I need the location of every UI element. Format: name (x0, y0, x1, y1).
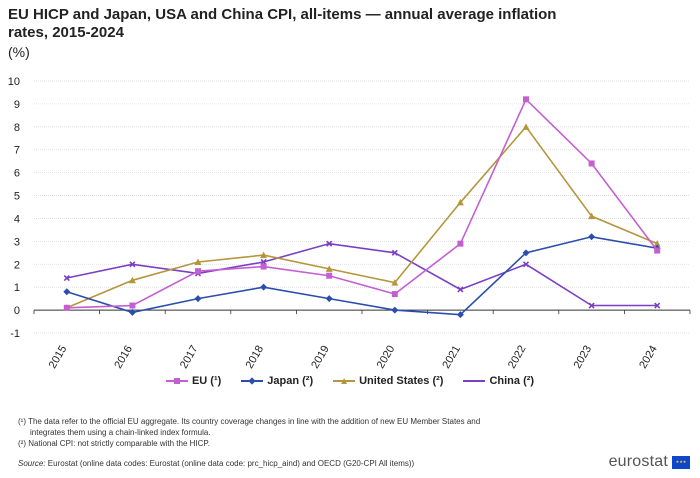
series-line-eu (66, 97, 658, 309)
y-tick-label: 6 (14, 168, 20, 180)
brand-name: eurostat (608, 453, 668, 470)
series-line-japan (66, 235, 658, 316)
legend-item: Japan (²) (241, 375, 313, 387)
eurostat-logo: eurostat ★★★ (609, 453, 690, 471)
data-point-united-states (194, 258, 202, 265)
data-point-japan (522, 249, 530, 257)
legend-label: Japan (²) (267, 375, 314, 387)
legend-label: EU (¹) (191, 375, 222, 387)
footnotes: (¹) The data refer to the official EU ag… (18, 416, 658, 449)
data-point-japan (391, 306, 399, 314)
data-point-eu (523, 96, 529, 103)
data-point-japan (456, 311, 464, 319)
source-text: Eurostat (online data codes: Eurostat (o… (45, 459, 415, 468)
series-line-china (66, 242, 658, 307)
y-tick-label: -1 (10, 328, 20, 340)
footnote-2: (²) National CPI: not strictly comparabl… (18, 439, 210, 448)
data-point-japan (588, 233, 596, 241)
x-tick-label: 2021 (440, 344, 463, 371)
data-point-united-states (653, 240, 661, 247)
data-point-japan (260, 283, 268, 291)
data-point-china (522, 261, 530, 268)
data-point-eu (260, 263, 267, 270)
x-tick-label: 2024 (637, 344, 660, 371)
x-tick-label: 2023 (572, 344, 595, 371)
legend-swatch (165, 377, 188, 385)
data-point-china (129, 261, 136, 268)
data-point-china (63, 274, 70, 282)
y-tick-label: 3 (14, 236, 20, 248)
y-tick-label: 1 (14, 282, 20, 294)
legend-item: United States (²) (333, 375, 443, 387)
chart-legend: EU (¹) Japan (²) United States (²) China (²… (0, 375, 700, 387)
data-point-eu (63, 304, 70, 311)
chart-title: EU HICP and Japan, USA and China CPI, al… (8, 6, 557, 41)
x-tick-label: 2018 (244, 344, 267, 371)
data-point-united-states (456, 198, 464, 206)
x-tick-label: 2022 (506, 344, 529, 371)
data-point-japan (325, 295, 333, 303)
x-tick-label: 2020 (375, 344, 398, 371)
data-point-japan (194, 295, 202, 303)
data-point-eu (326, 272, 333, 279)
data-point-eu (391, 291, 398, 298)
y-tick-label: 0 (14, 305, 20, 317)
source-label: Source: (18, 459, 46, 468)
legend-swatch (333, 377, 356, 385)
footnote-1: (¹) The data refer to the official EU ag… (18, 417, 481, 426)
data-point-united-states (391, 279, 399, 286)
data-point-eu (457, 240, 464, 247)
legend-swatch (241, 377, 264, 385)
legend-item: China (²) (463, 375, 534, 387)
data-point-china (588, 302, 595, 309)
x-tick-label: 2015 (47, 344, 70, 371)
data-point-united-states (588, 212, 596, 220)
x-tick-label: 2019 (309, 344, 332, 371)
source-note: Source: Eurostat (online data codes: Eur… (18, 459, 414, 468)
unit-label: (%) (8, 44, 30, 60)
legend-swatch (463, 377, 486, 385)
data-point-eu (654, 247, 661, 254)
y-tick-label: 7 (14, 145, 20, 157)
eu-flag-icon: ★★★ (672, 455, 690, 469)
data-point-china (457, 286, 464, 293)
line-chart: -1 0 1 2 3 4 5 6 7 8 9 10 2015 2016 2017 2018 2019 2020 20… (8, 76, 691, 371)
data-point-china (326, 240, 333, 247)
data-point-united-states (522, 123, 530, 130)
footnote-1-continued: integrates them using a chain-linked ind… (30, 428, 211, 437)
legend-item: EU (¹) (165, 375, 222, 387)
x-tick-label: 2016 (112, 344, 135, 371)
data-point-japan (128, 308, 136, 316)
x-tick-label: 2017 (178, 344, 201, 371)
legend-label: China (²) (489, 375, 535, 387)
y-tick-label: 5 (14, 191, 20, 203)
y-tick-label: 2 (14, 259, 20, 271)
y-tick-label: 10 (8, 76, 20, 88)
data-point-eu (195, 268, 201, 275)
y-tick-label: 8 (14, 122, 20, 134)
data-point-eu (129, 302, 136, 309)
y-tick-label: 9 (14, 99, 20, 111)
legend-label: United States (²) (359, 375, 444, 387)
data-point-china (391, 249, 398, 256)
data-point-japan (63, 288, 71, 296)
data-point-china (654, 302, 661, 309)
series-line-united-states (66, 125, 658, 309)
data-point-united-states (128, 276, 136, 284)
data-point-united-states (325, 265, 333, 272)
y-tick-label: 4 (14, 213, 20, 225)
data-point-united-states (260, 251, 268, 259)
data-point-eu (588, 160, 595, 167)
